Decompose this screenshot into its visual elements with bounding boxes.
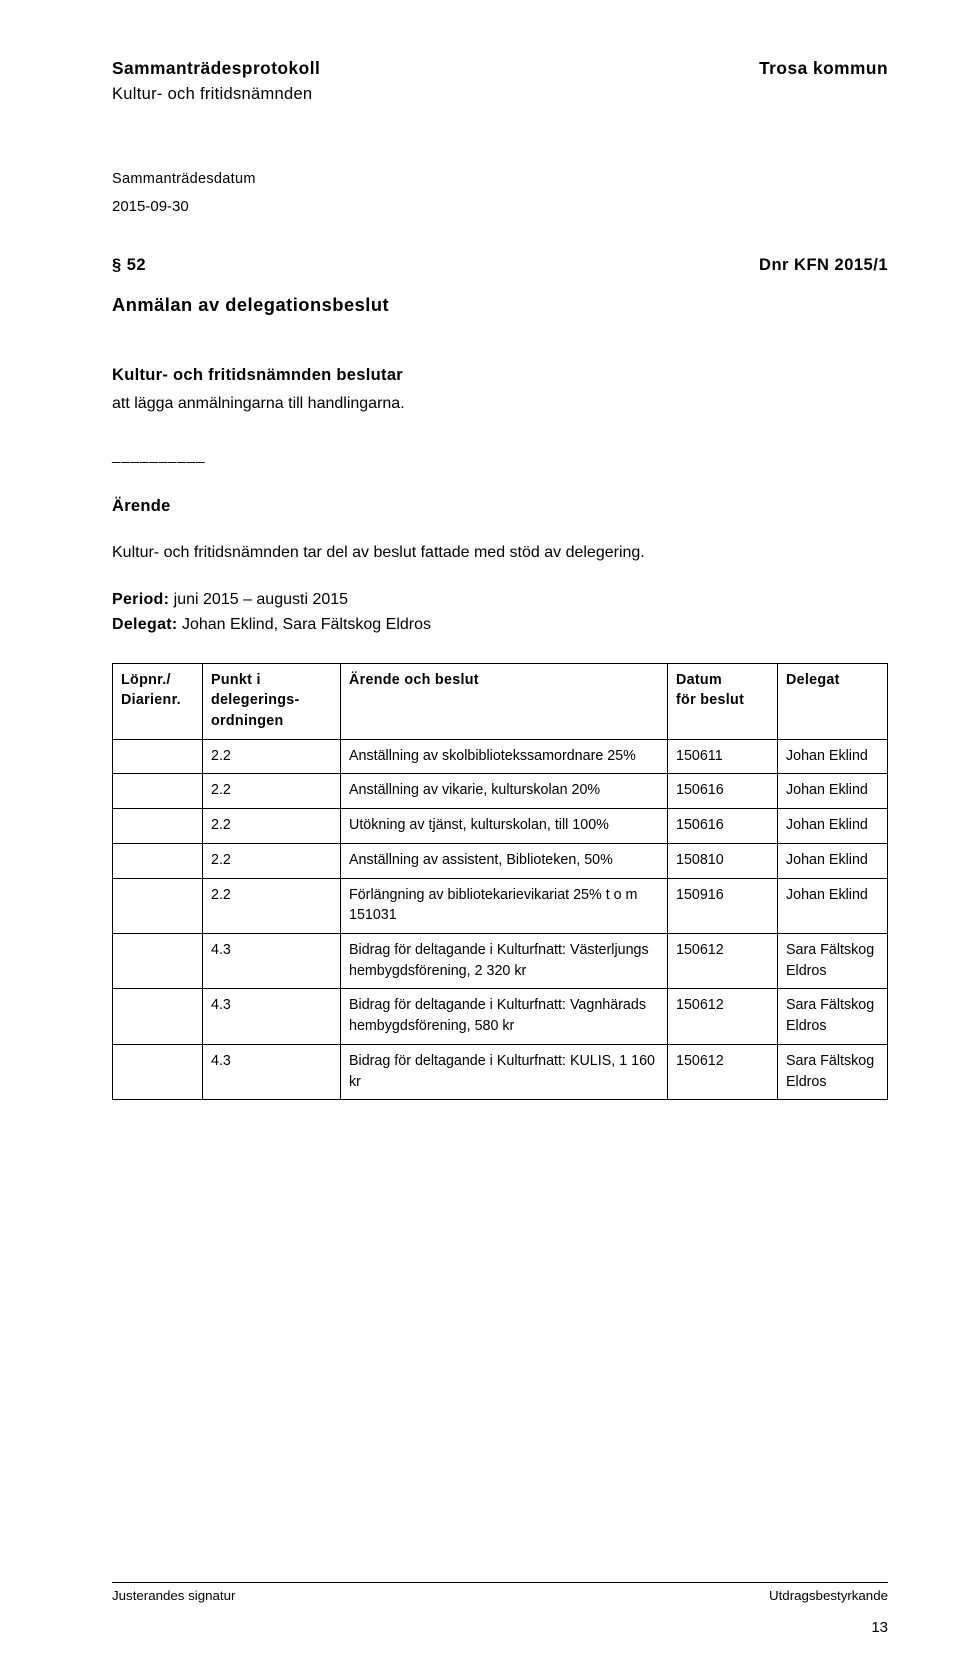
table-row: 4.3 Bidrag för deltagande i Kulturfnatt:… (113, 1044, 888, 1099)
cell-lopnr (113, 739, 203, 774)
cell-arende: Bidrag för deltagande i Kulturfnatt: Vag… (341, 989, 668, 1044)
delegat-value: Johan Eklind, Sara Fältskog Eldros (182, 616, 431, 633)
arende-heading: Ärende (112, 495, 888, 519)
header: Sammanträdesprotokoll Kultur- och fritid… (112, 56, 888, 107)
cell-lopnr (113, 934, 203, 989)
table-row: 4.3 Bidrag för deltagande i Kulturfnatt:… (113, 989, 888, 1044)
page-number: 13 (871, 1617, 888, 1639)
cell-delegat: Sara Fältskog Eldros (778, 934, 888, 989)
section-title: Anmälan av delegationsbeslut (112, 292, 888, 319)
cell-punkt: 2.2 (203, 774, 341, 809)
cell-punkt: 2.2 (203, 739, 341, 774)
cell-punkt: 2.2 (203, 843, 341, 878)
cell-lopnr (113, 843, 203, 878)
table-row: 2.2 Förlängning av bibliotekarievikariat… (113, 878, 888, 933)
cell-delegat: Johan Eklind (778, 774, 888, 809)
cell-punkt: 4.3 (203, 934, 341, 989)
delegat-label: Delegat: (112, 616, 178, 633)
decision-heading: Kultur- och fritidsnämnden beslutar (112, 364, 888, 388)
decision-text: att lägga anmälningarna till handlingarn… (112, 392, 888, 415)
footer: Justerandes signatur Utdragsbestyrkande (112, 1582, 888, 1605)
cell-lopnr (113, 1044, 203, 1099)
cell-lopnr (113, 809, 203, 844)
arende-text: Kultur- och fritidsnämnden tar del av be… (112, 541, 888, 564)
table-header-row: Löpnr./ Diarienr. Punkt i delegerings- o… (113, 663, 888, 739)
th-arende: Ärende och beslut (341, 663, 668, 739)
cell-delegat: Johan Eklind (778, 878, 888, 933)
cell-lopnr (113, 989, 203, 1044)
meeting-date: 2015-09-30 (112, 196, 888, 218)
cell-punkt: 4.3 (203, 989, 341, 1044)
cell-datum: 150612 (668, 1044, 778, 1099)
cell-arende: Förlängning av bibliotekarievikariat 25%… (341, 878, 668, 933)
delegation-table: Löpnr./ Diarienr. Punkt i delegerings- o… (112, 663, 888, 1101)
footer-right: Utdragsbestyrkande (769, 1586, 888, 1605)
cell-delegat: Johan Eklind (778, 739, 888, 774)
table-row: 2.2 Anställning av vikarie, kulturskolan… (113, 774, 888, 809)
cell-arende: Utökning av tjänst, kulturskolan, till 1… (341, 809, 668, 844)
cell-arende: Bidrag för deltagande i Kulturfnatt: KUL… (341, 1044, 668, 1099)
cell-datum: 150916 (668, 878, 778, 933)
cell-delegat: Sara Fältskog Eldros (778, 1044, 888, 1099)
th-lopnr-l2: Diarienr. (121, 692, 181, 708)
header-right: Trosa kommun (759, 56, 888, 107)
footer-left: Justerandes signatur (112, 1586, 235, 1605)
table-body: 2.2 Anställning av skolbibliotekssamordn… (113, 739, 888, 1100)
cell-lopnr (113, 878, 203, 933)
cell-delegat: Sara Fältskog Eldros (778, 989, 888, 1044)
cell-arende: Anställning av skolbibliotekssamordnare … (341, 739, 668, 774)
cell-datum: 150616 (668, 809, 778, 844)
cell-datum: 150611 (668, 739, 778, 774)
cell-punkt: 4.3 (203, 1044, 341, 1099)
diarienummer: Dnr KFN 2015/1 (759, 254, 888, 278)
cell-arende: Bidrag för deltagande i Kulturfnatt: Väs… (341, 934, 668, 989)
cell-delegat: Johan Eklind (778, 809, 888, 844)
th-punkt-l1: Punkt i (211, 672, 261, 688)
cell-arende: Anställning av vikarie, kulturskolan 20% (341, 774, 668, 809)
table-row: 2.2 Utökning av tjänst, kulturskolan, ti… (113, 809, 888, 844)
divider: __________ (112, 445, 888, 467)
cell-datum: 150612 (668, 989, 778, 1044)
period-value: juni 2015 – augusti 2015 (174, 591, 348, 608)
th-datum-l2: för beslut (676, 692, 744, 708)
th-datum: Datum för beslut (668, 663, 778, 739)
page: Sammanträdesprotokoll Kultur- och fritid… (0, 0, 960, 1655)
th-lopnr: Löpnr./ Diarienr. (113, 663, 203, 739)
table-row: 4.3 Bidrag för deltagande i Kulturfnatt:… (113, 934, 888, 989)
org-name: Trosa kommun (759, 56, 888, 81)
doc-title: Sammanträdesprotokoll (112, 56, 320, 81)
cell-lopnr (113, 774, 203, 809)
cell-punkt: 2.2 (203, 878, 341, 933)
section-meta: § 52 Dnr KFN 2015/1 (112, 254, 888, 278)
th-punkt-l2: delegerings- (211, 692, 300, 708)
cell-datum: 150616 (668, 774, 778, 809)
period-line: Period: juni 2015 – augusti 2015 (112, 588, 888, 611)
cell-datum: 150810 (668, 843, 778, 878)
header-left: Sammanträdesprotokoll Kultur- och fritid… (112, 56, 320, 107)
cell-datum: 150612 (668, 934, 778, 989)
footer-line: Justerandes signatur Utdragsbestyrkande (112, 1582, 888, 1605)
table-row: 2.2 Anställning av skolbibliotekssamordn… (113, 739, 888, 774)
meeting-date-label: Sammanträdesdatum (112, 169, 888, 190)
table-row: 2.2 Anställning av assistent, Biblioteke… (113, 843, 888, 878)
period-label: Period: (112, 591, 169, 608)
paragraph-number: § 52 (112, 254, 146, 278)
th-punkt-l3: ordningen (211, 713, 284, 729)
cell-punkt: 2.2 (203, 809, 341, 844)
th-datum-l1: Datum (676, 672, 722, 688)
doc-subtitle: Kultur- och fritidsnämnden (112, 83, 320, 107)
cell-arende: Anställning av assistent, Biblioteken, 5… (341, 843, 668, 878)
cell-delegat: Johan Eklind (778, 843, 888, 878)
th-lopnr-l1: Löpnr./ (121, 672, 171, 688)
delegat-line: Delegat: Johan Eklind, Sara Fältskog Eld… (112, 613, 888, 636)
th-delegat: Delegat (778, 663, 888, 739)
th-punkt: Punkt i delegerings- ordningen (203, 663, 341, 739)
